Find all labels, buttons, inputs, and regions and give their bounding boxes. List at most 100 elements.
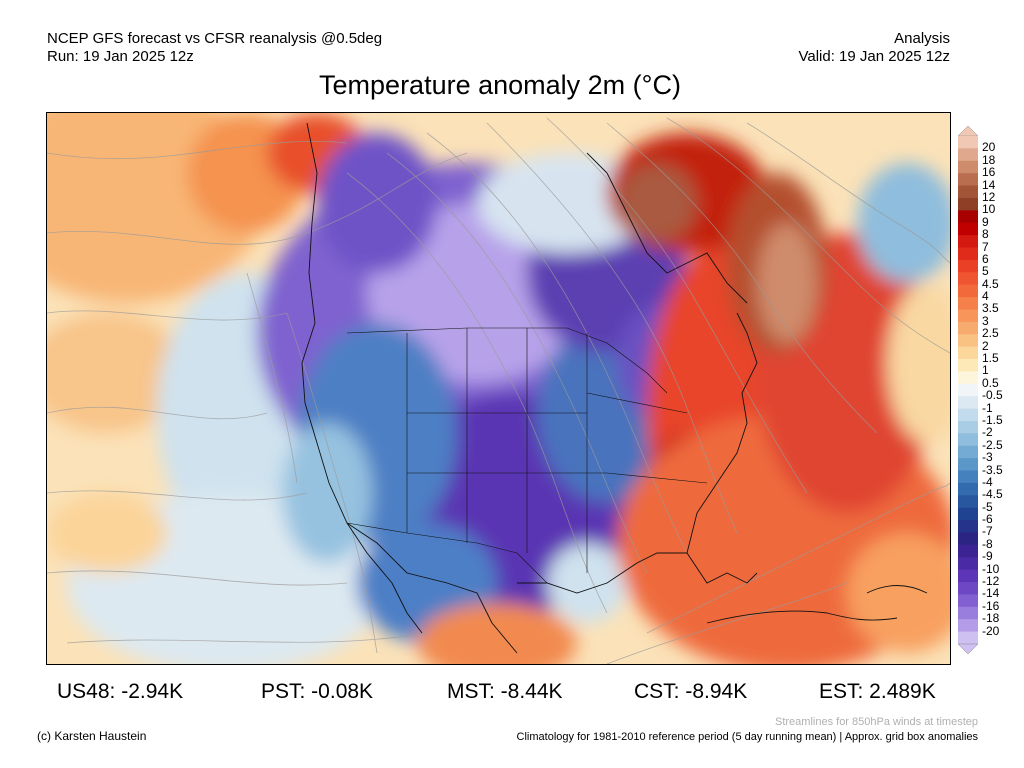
color-scale-swatch	[958, 222, 978, 236]
color-scale-label: 1.5	[982, 351, 999, 366]
color-scale-label: -4	[982, 474, 993, 489]
color-scale-swatch	[958, 247, 978, 261]
color-scale-swatch	[958, 433, 978, 447]
color-scale-swatch	[958, 420, 978, 434]
color-scale-swatch	[958, 408, 978, 422]
color-scale-swatch	[958, 148, 978, 162]
stat-est: EST: 2.489K	[819, 680, 936, 703]
valid-info: Analysis Valid: 19 Jan 2025 12z	[798, 30, 950, 66]
color-scale-label: -14	[982, 586, 1000, 601]
temperature-anomaly-map	[46, 112, 951, 665]
color-scale-swatch	[958, 482, 978, 496]
color-scale-label: -6	[982, 512, 993, 527]
color-scale-top-arrow	[957, 125, 979, 137]
color-scale	[957, 125, 979, 661]
color-scale-label: 10	[982, 202, 996, 217]
color-scale-label: -12	[982, 574, 1000, 589]
borders	[346, 327, 708, 584]
model-info: NCEP GFS forecast vs CFSR reanalysis @0.…	[47, 30, 382, 66]
color-scale-swatch	[958, 445, 978, 459]
color-scale-swatch	[958, 594, 978, 608]
color-scale-label: 12	[982, 189, 996, 204]
color-scale-swatch	[958, 197, 978, 211]
coastlines	[301, 122, 928, 654]
wind-streamlines	[47, 117, 950, 664]
color-scale-swatch	[958, 321, 978, 335]
color-scale-label: 4	[982, 289, 989, 304]
color-scale-label: -1.5	[982, 412, 1003, 427]
color-scale-label: -1	[982, 400, 993, 415]
run-time: Run: 19 Jan 2025 12z	[47, 48, 194, 65]
color-scale-label: -3.5	[982, 462, 1003, 477]
color-scale-label: -5	[982, 499, 993, 514]
color-scale-swatch	[958, 520, 978, 533]
stat-cst: CST: -8.94K	[634, 680, 748, 703]
color-scale-swatch	[958, 631, 978, 645]
color-scale-label: 18	[982, 152, 996, 167]
color-scale-swatch	[958, 346, 978, 360]
credit: (c) Karsten Haustein	[37, 729, 147, 743]
color-scale-swatch	[958, 507, 978, 521]
color-scale-swatch	[958, 173, 978, 187]
color-scale-swatch	[958, 569, 978, 583]
color-scale-swatch	[958, 544, 978, 558]
color-scale-swatch	[958, 359, 978, 372]
color-scale-label: -7	[982, 524, 993, 539]
color-scale-label: -9	[982, 549, 993, 564]
color-scale-label: 3	[982, 313, 989, 328]
color-scale-swatch	[958, 235, 978, 249]
color-scale-label: 16	[982, 165, 996, 180]
color-scale-label: -10	[982, 561, 1000, 576]
color-scale-label: 0.5	[982, 375, 999, 390]
color-scale-label: 9	[982, 214, 989, 229]
color-scale-label: 8	[982, 227, 989, 242]
color-scale-swatch	[958, 334, 978, 348]
color-scale-bar	[957, 125, 979, 655]
color-scale-label: 2.5	[982, 326, 999, 341]
color-scale-swatch	[958, 470, 978, 484]
color-scale-label: 2	[982, 338, 989, 353]
stat-pst: PST: -0.08K	[261, 680, 374, 703]
color-scale-label: -2.5	[982, 437, 1003, 452]
color-scale-swatch	[958, 297, 978, 310]
color-scale-swatch	[958, 383, 978, 397]
color-scale-label: 5	[982, 264, 989, 279]
color-scale-swatch	[958, 136, 978, 149]
color-scale-label: 1	[982, 363, 989, 378]
color-scale-label: 4.5	[982, 276, 999, 291]
color-scale-label: 3.5	[982, 301, 999, 316]
color-scale-label: -16	[982, 598, 1000, 613]
color-scale-label: 20	[982, 140, 996, 155]
color-scale-label: -0.5	[982, 388, 1003, 403]
color-scale-label: 14	[982, 177, 996, 192]
valid-time: Valid: 19 Jan 2025 12z	[798, 48, 950, 65]
color-scale-label: -2	[982, 425, 993, 440]
map-title: Temperature anomaly 2m (°C)	[319, 70, 681, 100]
color-scale-swatch	[958, 396, 978, 410]
model-description: NCEP GFS forecast vs CFSR reanalysis @0.…	[47, 30, 383, 47]
color-scale-label: -18	[982, 611, 1000, 626]
color-scale-swatch	[958, 606, 978, 620]
color-scale-label: -4.5	[982, 487, 1003, 502]
color-scale-swatch	[958, 160, 978, 174]
color-scale-swatch	[958, 309, 978, 323]
color-scale-swatch	[958, 272, 978, 286]
color-scale-swatch	[958, 210, 978, 224]
color-scale-label: 7	[982, 239, 989, 254]
color-scale-swatch	[958, 582, 978, 595]
analysis-label: Analysis	[894, 30, 950, 47]
color-scale-swatch	[958, 259, 978, 273]
color-scale-swatch	[958, 458, 978, 472]
color-scale-swatch	[958, 557, 978, 571]
color-scale-bottom-arrow	[957, 643, 979, 655]
color-scale-swatch	[958, 532, 978, 546]
color-scale-swatch	[958, 371, 978, 385]
color-scale-label: -8	[982, 536, 993, 551]
color-scale-label: -3	[982, 450, 993, 465]
climatology-note: Climatology for 1981-2010 reference peri…	[516, 731, 978, 743]
color-scale-swatch	[958, 495, 978, 509]
color-scale-label: -20	[982, 623, 1000, 638]
streamlines-note: Streamlines for 850hPa winds at timestep	[775, 716, 978, 728]
color-scale-label: 6	[982, 251, 989, 266]
color-scale-swatch	[958, 619, 978, 633]
